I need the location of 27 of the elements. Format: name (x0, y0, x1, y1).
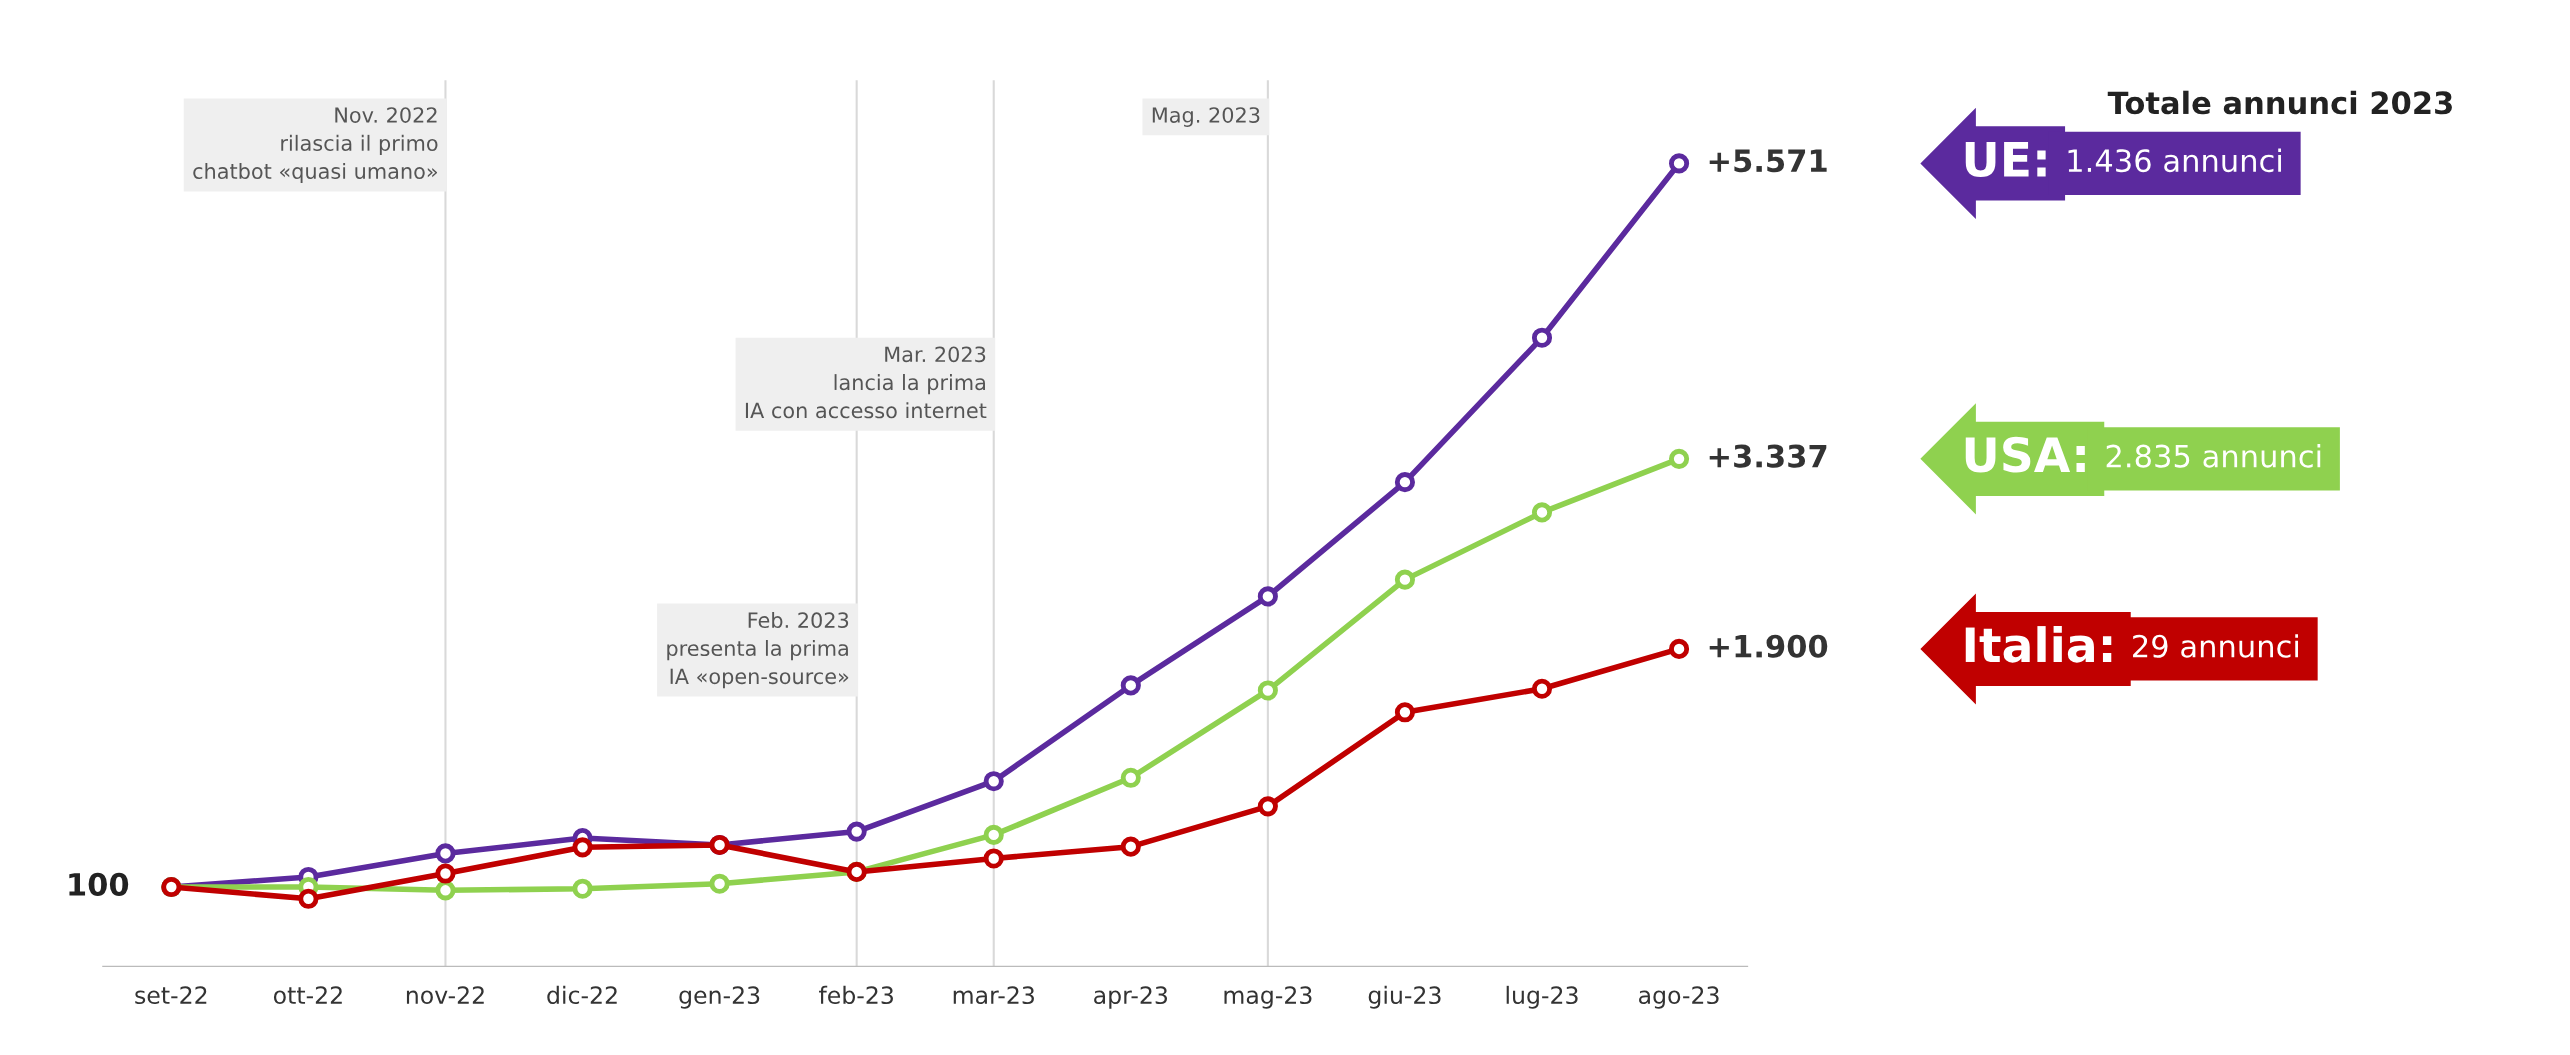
data-label: +3.337 (1709, 444, 1827, 468)
legend-title: Totale annunci 2023 (2107, 90, 2452, 115)
x-tick-label: mag-23 (1224, 986, 1312, 1009)
text: 29 annunci (2133, 634, 2298, 658)
ref-line-label: Feb. 2023 presenta la prima IA «open-source» (667, 611, 849, 689)
x-tick-label: lug-23 (1506, 985, 1578, 1009)
ref-line-label: Nov. 2022 rilascia il primo chatbot «quasi umano» (193, 107, 438, 184)
legend-label: Italia: (1965, 626, 2112, 663)
ref-line-label: Mag. 2023 (1152, 107, 1260, 127)
data-label: +5.571 (1709, 149, 1827, 173)
x-tick-label: giu-23 (1368, 985, 1441, 1009)
text: 2.835 annunci (2106, 444, 2321, 468)
text: UE: (1965, 141, 2046, 178)
x-tick-label: ago-23 (1639, 986, 1719, 1009)
x-tick-label: feb-23 (819, 985, 893, 1005)
x-tick-label: ott-22 (273, 986, 342, 1005)
x-tick-label: apr-23 (1094, 986, 1168, 1009)
data-label: +1.900 (1709, 634, 1828, 658)
data-label: 100 (69, 872, 129, 896)
text: USA: (1965, 436, 2085, 473)
x-tick-label: dic-22 (547, 985, 617, 1005)
x-tick-label: nov-22 (406, 986, 484, 1005)
text: 1.436 annunci (2068, 148, 2281, 173)
x-tick-label: mar-23 (953, 986, 1034, 1005)
x-tick-label: set-22 (135, 986, 207, 1005)
ref-line-label: Mar. 2023 lancia la prima IA con accesso internet (745, 346, 987, 419)
x-tick-label: gen-23 (679, 986, 760, 1009)
